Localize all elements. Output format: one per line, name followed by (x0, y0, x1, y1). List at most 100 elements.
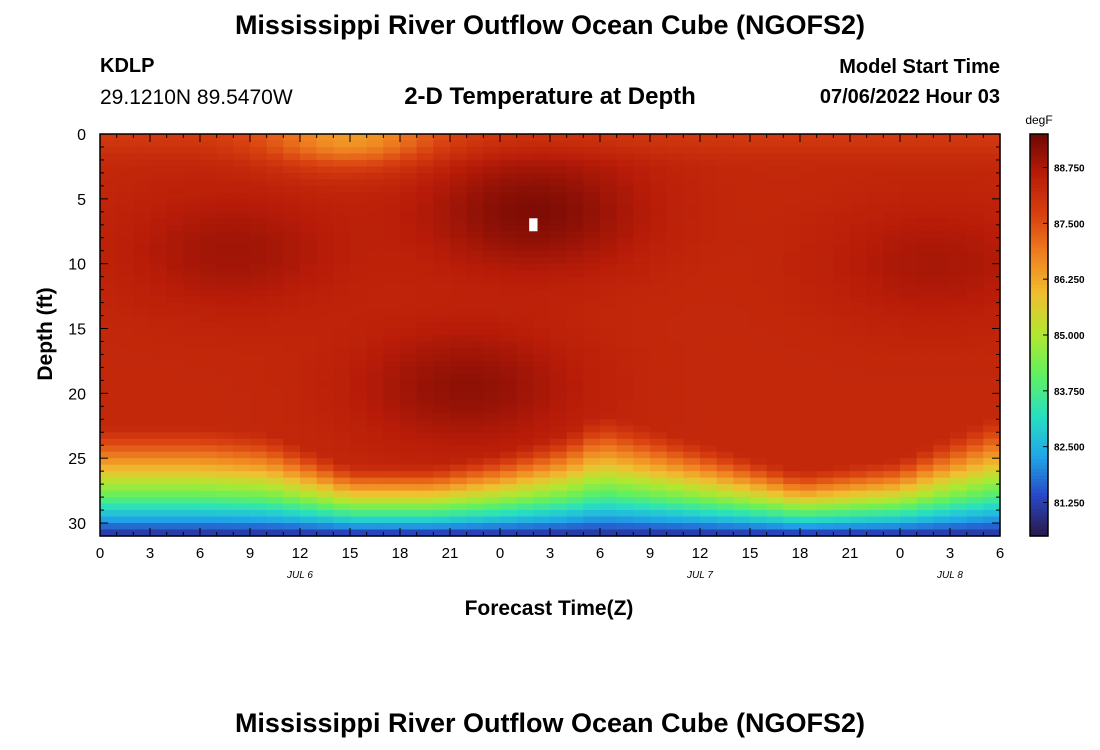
heatmap-cell (466, 510, 484, 518)
heatmap-cell (900, 367, 918, 375)
heatmap-cell (916, 159, 934, 168)
heatmap-cell (233, 497, 251, 505)
heatmap-cell (583, 510, 601, 518)
heatmap-cell (916, 205, 934, 213)
heatmap-cell (300, 205, 318, 213)
heatmap-cell (600, 257, 618, 265)
heatmap-cell (416, 354, 434, 362)
heatmap-cell (366, 354, 384, 362)
heatmap-cell (233, 484, 251, 492)
heatmap-cell (933, 432, 951, 440)
heatmap-cell (533, 179, 551, 187)
heatmap-cell (766, 198, 784, 206)
heatmap-cell (466, 399, 484, 407)
heatmap-cell (733, 198, 751, 206)
heatmap-cell (533, 432, 551, 440)
heatmap-cell (350, 438, 368, 446)
heatmap-cell (666, 153, 684, 161)
heatmap-cell (766, 146, 784, 155)
heatmap-cell (100, 231, 118, 239)
heatmap-cell (183, 146, 201, 155)
heatmap-cell (700, 296, 718, 304)
colorbar-swatch (1030, 170, 1048, 175)
colorbar-swatch (1030, 405, 1048, 410)
heatmap-cell (933, 497, 951, 505)
heatmap-cell (750, 198, 768, 206)
heatmap-cell (450, 179, 468, 187)
heatmap-cell (100, 134, 118, 142)
heatmap-cell (833, 451, 851, 459)
heatmap-cell (883, 393, 901, 401)
heatmap-cell (133, 205, 151, 213)
heatmap-cell (883, 244, 901, 252)
heatmap-cell (450, 393, 468, 401)
heatmap-cell (250, 471, 268, 479)
heatmap-cell (833, 335, 851, 343)
heatmap-cell (100, 484, 118, 492)
heatmap-cell (933, 523, 951, 531)
heatmap-cell (733, 380, 751, 388)
heatmap-cell (300, 302, 318, 310)
heatmap-cell (850, 425, 868, 433)
heatmap-cell (100, 471, 118, 479)
colorbar-swatch (1030, 388, 1048, 393)
heatmap-cell (950, 412, 968, 420)
heatmap-cell (400, 386, 418, 394)
heatmap-cell (766, 185, 784, 193)
heatmap-cell (500, 523, 518, 531)
heatmap-cell (150, 503, 168, 511)
heatmap-cell (866, 458, 884, 466)
heatmap-cell (500, 322, 518, 330)
heatmap-cell (750, 237, 768, 245)
heatmap-cell (833, 296, 851, 304)
heatmap-cell (833, 315, 851, 323)
heatmap-cell (283, 367, 301, 375)
heatmap-cell (650, 185, 668, 193)
heatmap-cell (166, 458, 184, 466)
heatmap-cell (500, 296, 518, 304)
heatmap-cell (583, 315, 601, 323)
heatmap-cell (350, 373, 368, 381)
heatmap-cell (416, 503, 434, 511)
heatmap-cell (283, 360, 301, 369)
heatmap-cell (833, 438, 851, 446)
heatmap-cell (366, 140, 384, 148)
heatmap-cell (333, 335, 351, 343)
heatmap-cell (683, 432, 701, 440)
heatmap-cell (983, 360, 1001, 369)
heatmap-cell (933, 134, 951, 142)
heatmap-cell (400, 412, 418, 420)
heatmap-cell (800, 419, 818, 427)
colorbar-swatch (1030, 227, 1048, 232)
heatmap-cell (683, 309, 701, 317)
heatmap-cell (250, 445, 268, 453)
heatmap-cell (383, 341, 401, 349)
colorbar-swatch (1030, 324, 1048, 329)
heatmap-cell (150, 153, 168, 161)
heatmap-cell (433, 341, 451, 349)
heatmap-cell (850, 315, 868, 323)
heatmap-cell (683, 523, 701, 531)
heatmap-cell (766, 289, 784, 297)
heatmap-cell (950, 134, 968, 142)
heatmap-cell (966, 523, 984, 531)
heatmap-cell (266, 146, 284, 155)
heatmap-cell (883, 516, 901, 524)
heatmap-cell (216, 250, 234, 258)
heatmap-cell (766, 231, 784, 239)
heatmap-cell (266, 250, 284, 258)
heatmap-cell (633, 231, 651, 239)
heatmap-cell (200, 283, 218, 291)
heatmap-cell (883, 354, 901, 362)
heatmap-cell (433, 503, 451, 511)
heatmap-cell (150, 399, 168, 407)
heatmap-cell (700, 140, 718, 148)
heatmap-cell (416, 412, 434, 420)
heatmap-cell (683, 386, 701, 394)
heatmap-cell (583, 172, 601, 180)
heatmap-cell (833, 211, 851, 219)
heatmap-cell (133, 289, 151, 297)
heatmap-cell (566, 503, 584, 511)
heatmap-cell (466, 315, 484, 323)
heatmap-cell (800, 510, 818, 518)
